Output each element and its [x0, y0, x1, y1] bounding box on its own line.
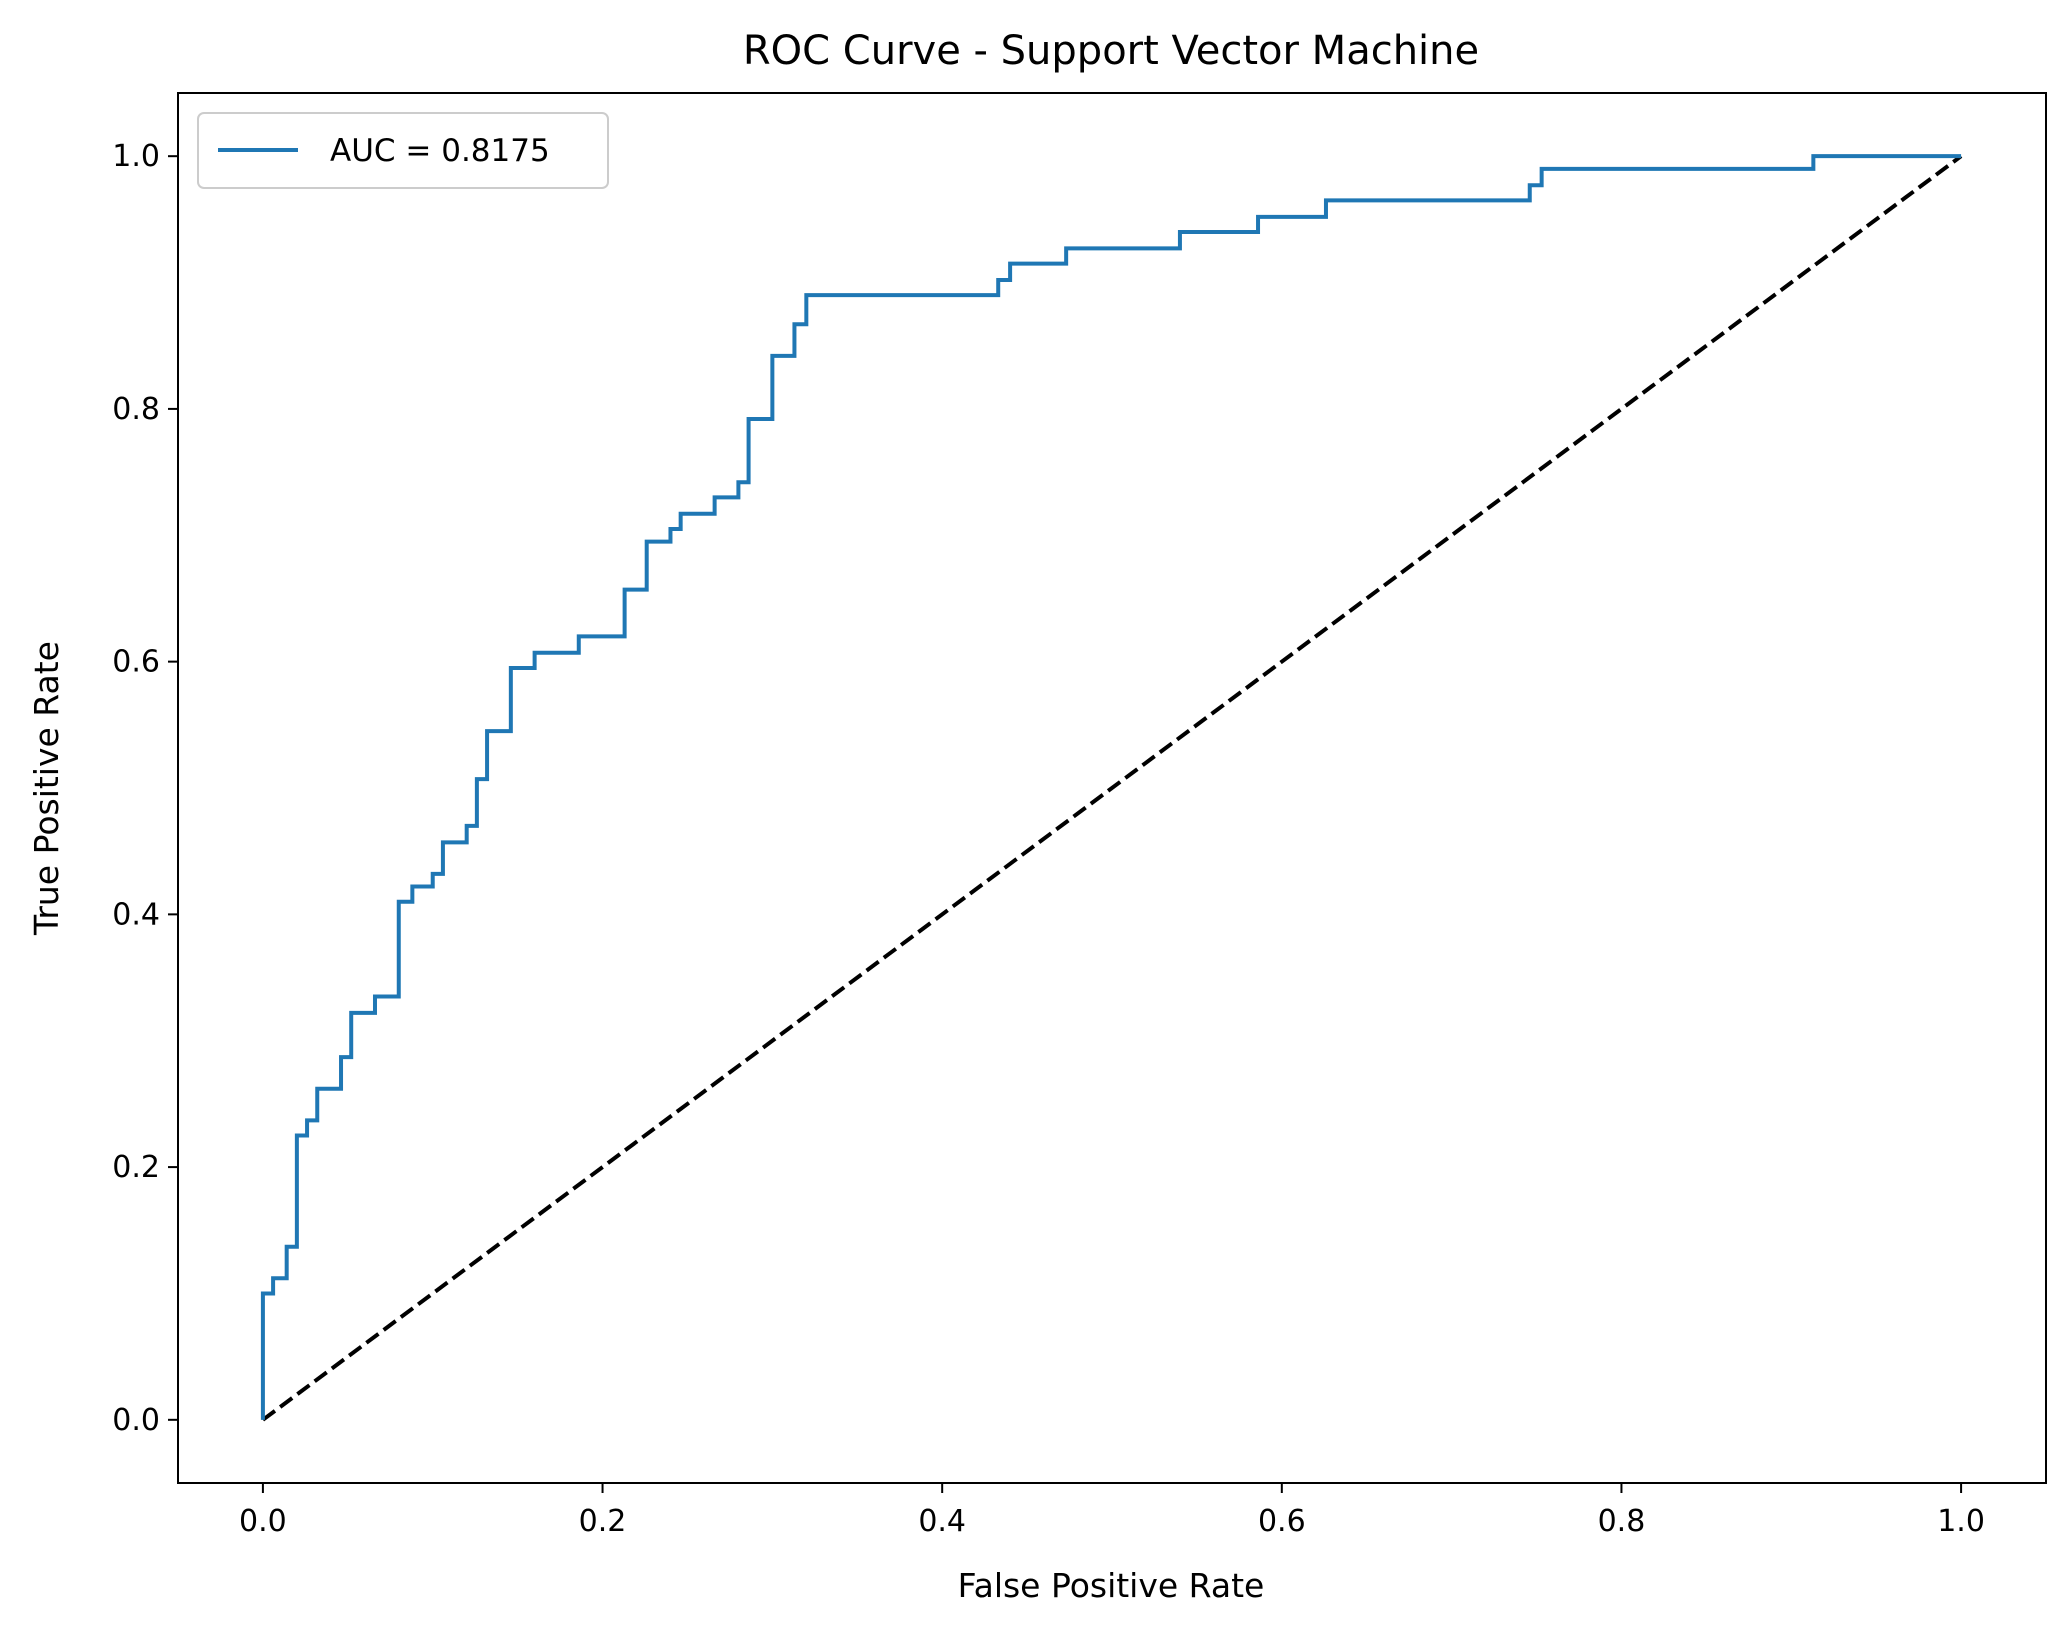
plot-area [177, 92, 2047, 1484]
y-axis-label: True Positive Rate [27, 641, 66, 936]
y-tick-label: 0.4 [112, 897, 160, 932]
series-layer [260, 154, 1963, 1422]
y-tick-label: 1.0 [112, 139, 160, 174]
y-axis-ticks: 0.0 0.2 0.4 0.6 0.8 1.0 [112, 139, 178, 1438]
chart-title: ROC Curve - Support Vector Machine [743, 28, 1479, 74]
y-tick-label: 0.0 [112, 1403, 160, 1438]
chance-diagonal-line [261, 154, 1963, 1422]
x-tick-label: 0.2 [579, 1504, 627, 1539]
legend-box [197, 112, 609, 189]
roc-curve-line [260, 154, 1962, 1420]
x-axis-label: False Positive Rate [958, 1566, 1265, 1605]
y-tick-label: 0.2 [112, 1150, 160, 1185]
x-tick-label: 0.4 [918, 1504, 966, 1539]
x-tick-label: 0.0 [239, 1504, 287, 1539]
legend-entry: AUC = 0.8175 [330, 133, 550, 169]
x-tick-label: 0.8 [1598, 1504, 1646, 1539]
legend: AUC = 0.8175 [197, 112, 609, 189]
plot-frame [177, 92, 2047, 1484]
y-tick-label: 0.6 [112, 645, 160, 680]
x-tick-label: 0.6 [1258, 1504, 1306, 1539]
y-tick-label: 0.8 [112, 392, 160, 427]
x-tick-label: 1.0 [1937, 1504, 1985, 1539]
x-axis-ticks: 0.0 0.2 0.4 0.6 0.8 1.0 [239, 1483, 1985, 1539]
